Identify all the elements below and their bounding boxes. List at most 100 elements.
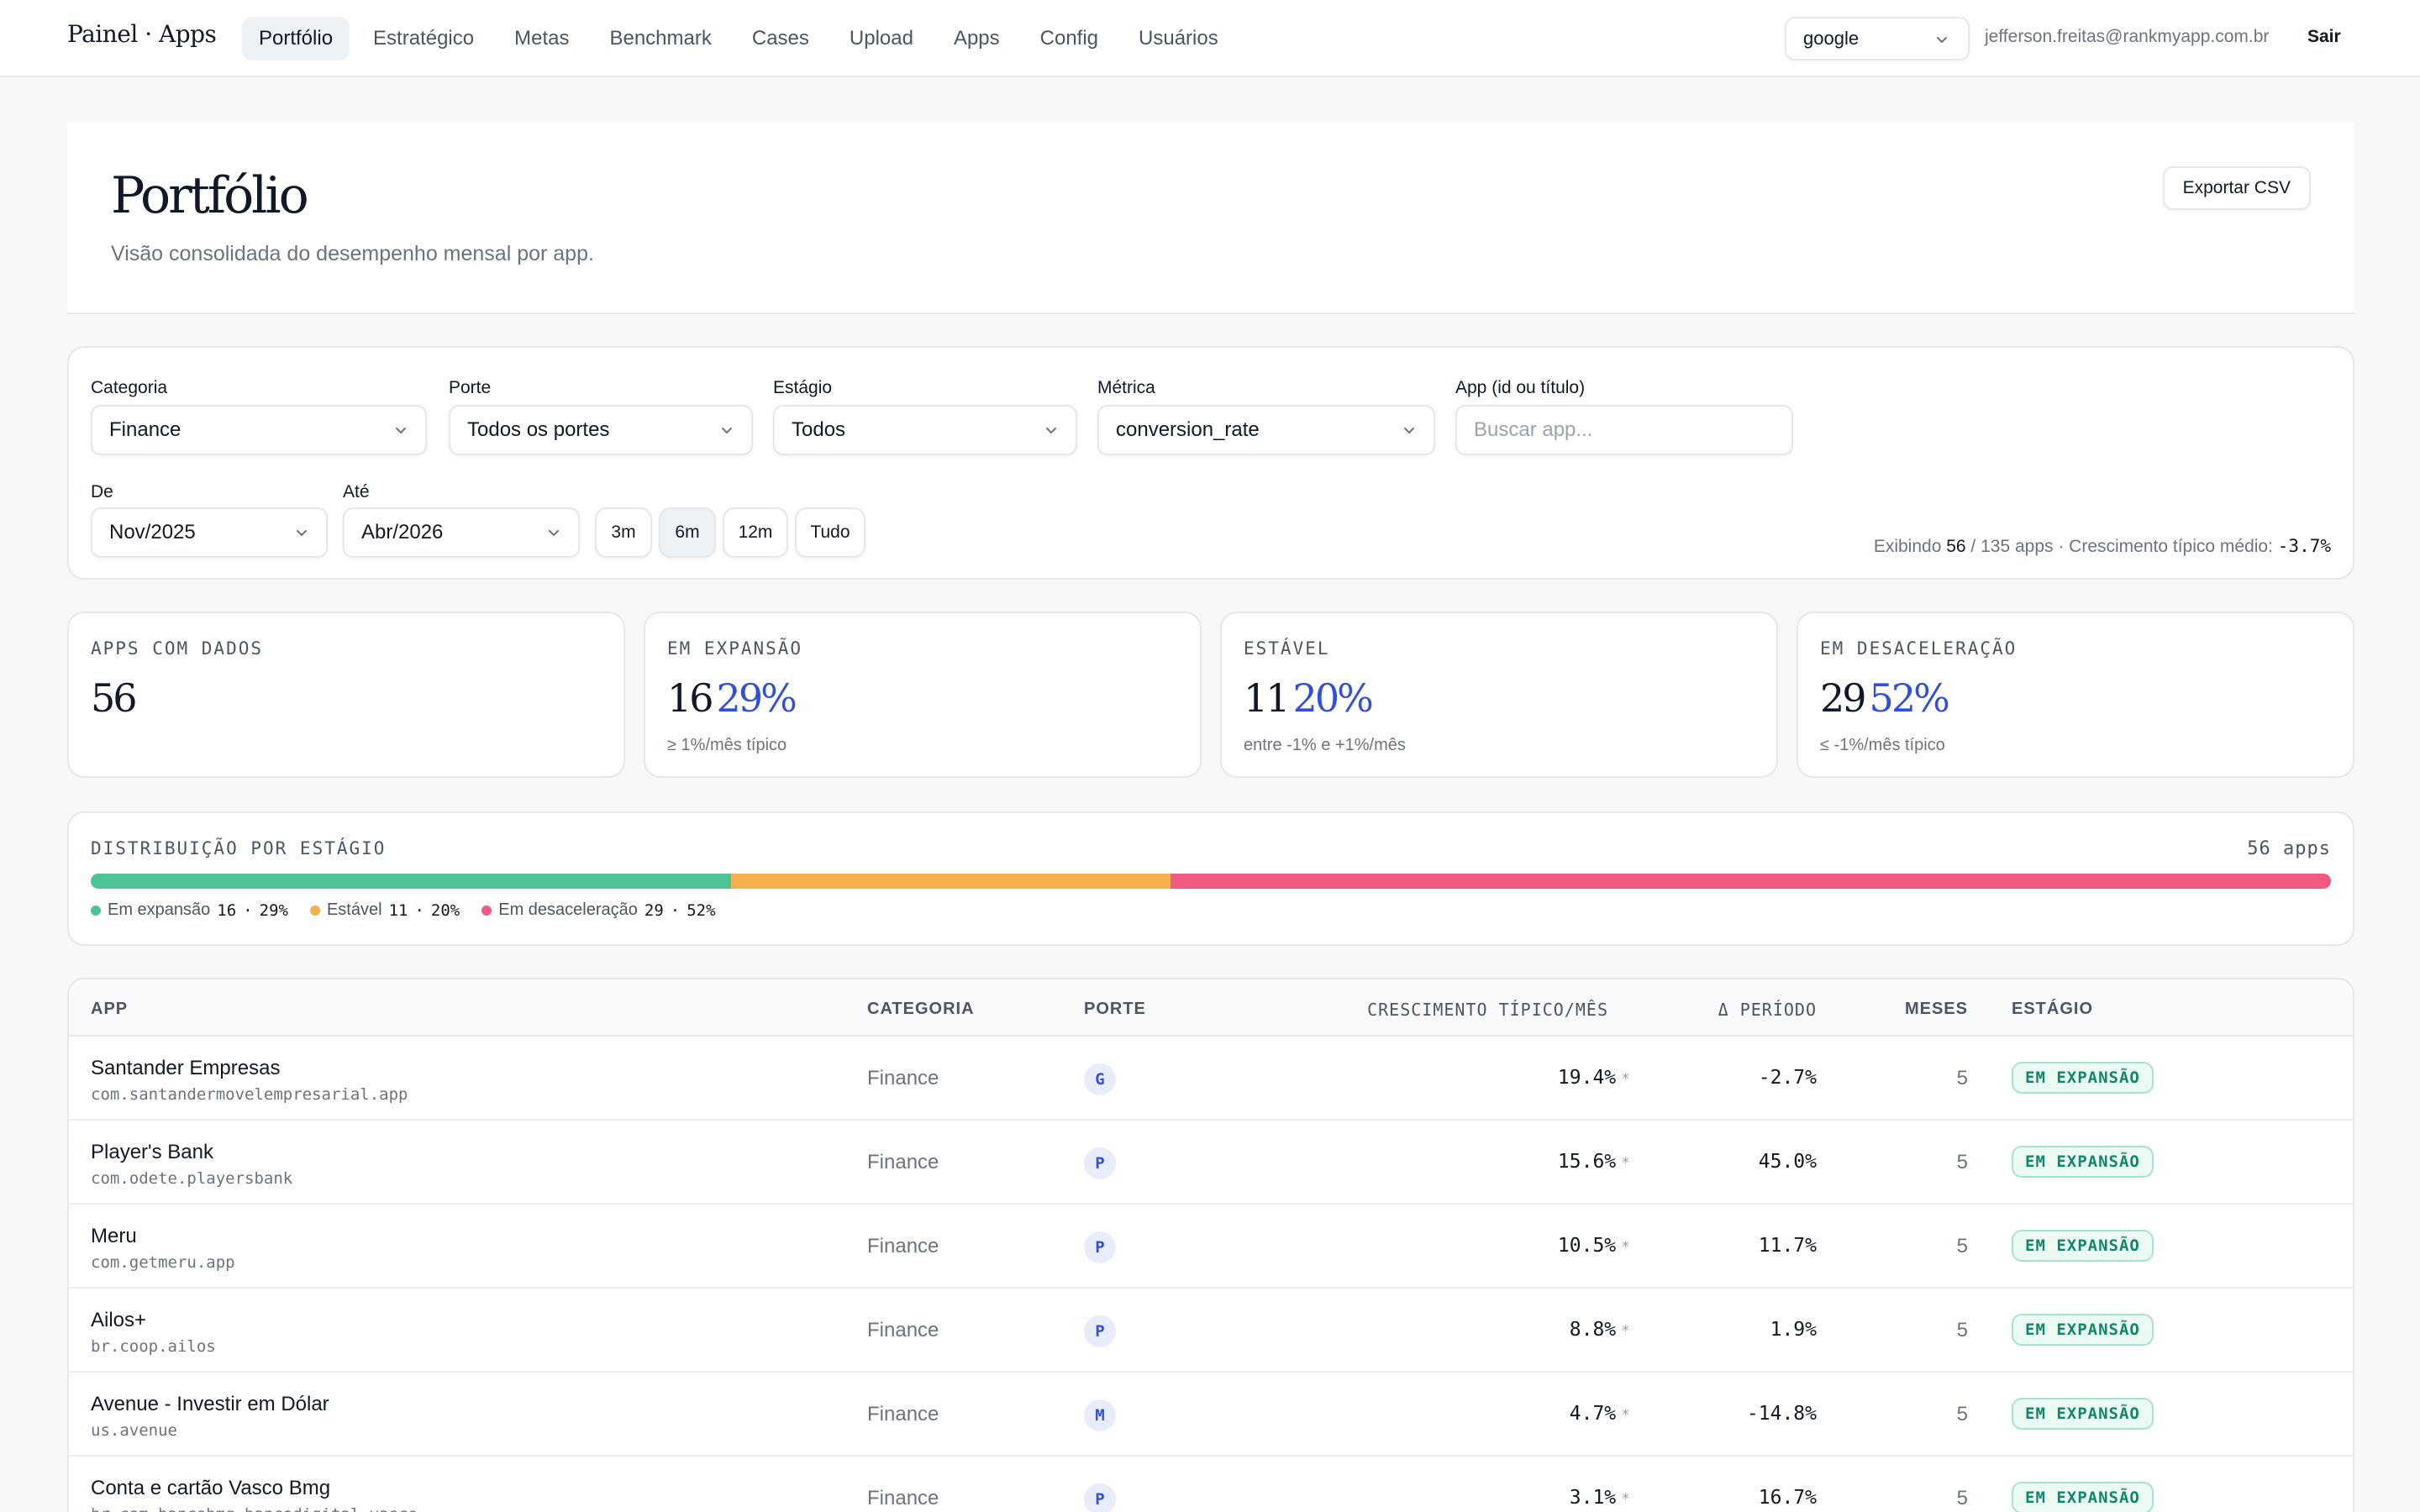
chevron-down-icon	[722, 428, 732, 433]
summary-prefix: Exibindo	[1873, 537, 1942, 556]
growth-value: 3.1% *	[1570, 1487, 1630, 1509]
tab-benchmark[interactable]: Benchmark	[609, 27, 712, 50]
from-select[interactable]: Nov/2025	[91, 507, 328, 558]
stat-title: APPS COM DADOS	[91, 638, 264, 659]
range-3m-button[interactable]: 3m	[595, 507, 652, 558]
stat-title: ESTÁVEL	[1244, 638, 1330, 659]
legend-dot	[481, 905, 492, 916]
legend-count: 16	[217, 900, 237, 920]
stat-value: 29 52%	[1820, 675, 1950, 721]
app-name[interactable]: Avenue - Investir em Dólar	[91, 1393, 329, 1415]
legend-pct: 29%	[259, 900, 288, 920]
stage-distribution: DISTRIBUIÇÃO POR ESTÁGIO 56 apps Em expa…	[67, 811, 2354, 946]
legend-label: Em desaceleração	[498, 900, 638, 919]
app-name[interactable]: Ailos+	[91, 1309, 147, 1331]
size-badge: M	[1084, 1399, 1116, 1431]
col-growth[interactable]: CRESCIMENTO TÍPICO/MÊS	[1367, 1000, 1608, 1020]
page-header: Portfólio Visão consolidada do desempenh…	[67, 123, 2354, 314]
stat-title: EM EXPANSÃO	[667, 638, 803, 659]
table-header: APP CATEGORIA PORTE CRESCIMENTO TÍPICO/M…	[69, 979, 2353, 1037]
nav-tabs: Portfólio Estratégico Metas Benchmark Ca…	[242, 17, 1235, 60]
stat-title: EM DESACELERAÇÃO	[1820, 638, 2018, 659]
tab-estrategico[interactable]: Estratégico	[373, 27, 475, 50]
delta-value: 1.9%	[1770, 1319, 1817, 1341]
tab-upload[interactable]: Upload	[849, 27, 913, 50]
size-label: Porte	[449, 378, 492, 397]
logout-button[interactable]: Sair	[2307, 27, 2341, 46]
stat-value: 16 29%	[667, 675, 797, 721]
delta-value: -14.8%	[1746, 1403, 1817, 1425]
col-months[interactable]: MESES	[1904, 1000, 1968, 1018]
export-csv-button[interactable]: Exportar CSV	[2162, 166, 2311, 210]
app-name[interactable]: Santander Empresas	[91, 1057, 281, 1079]
growth-value: 10.5% *	[1558, 1235, 1630, 1257]
stat-count: 56	[91, 675, 138, 721]
tab-config[interactable]: Config	[1039, 27, 1099, 50]
table-row[interactable]: Santander Empresas com.santandermovelemp…	[69, 1037, 2353, 1121]
category-value: Finance	[109, 418, 182, 441]
to-select[interactable]: Abr/2026	[343, 507, 580, 558]
table-row[interactable]: Meru com.getmeru.app Finance P 10.5% * 11…	[69, 1205, 2353, 1289]
table-row[interactable]: Conta e cartão Vasco Bmg br.com.bancobmg…	[69, 1457, 2353, 1512]
months-value: 5	[1956, 1403, 1968, 1425]
range-all-button[interactable]: Tudo	[795, 507, 865, 558]
tab-usuarios[interactable]: Usuários	[1139, 27, 1218, 50]
brand-logo[interactable]: Painel · Apps	[67, 20, 217, 48]
col-delta[interactable]: Δ PERÍODO	[1718, 1000, 1817, 1020]
bar-segment-deceleration	[1171, 874, 2331, 889]
app-name[interactable]: Conta e cartão Vasco Bmg	[91, 1477, 331, 1499]
metric-value: conversion_rate	[1116, 418, 1260, 441]
app-id: us.avenue	[91, 1421, 177, 1440]
category-select[interactable]: Finance	[91, 405, 427, 455]
app-category: Finance	[867, 1151, 939, 1173]
to-value: Abr/2026	[361, 521, 444, 543]
table-row[interactable]: Avenue - Investir em Dólar us.avenue Fin…	[69, 1373, 2353, 1457]
app-category: Finance	[867, 1235, 939, 1257]
tab-portfolio[interactable]: Portfólio	[242, 17, 350, 60]
apps-table: APP CATEGORIA PORTE CRESCIMENTO TÍPICO/M…	[67, 978, 2354, 1512]
months-value: 5	[1956, 1319, 1968, 1341]
size-select[interactable]: Todos os portes	[449, 405, 753, 455]
page-title: Portfólio	[111, 166, 309, 225]
tab-apps[interactable]: Apps	[953, 27, 1000, 50]
growth-marker: *	[1621, 1238, 1630, 1256]
col-stage[interactable]: ESTÁGIO	[2012, 1000, 2094, 1018]
col-size[interactable]: PORTE	[1084, 1000, 1146, 1018]
stage-select[interactable]: Todos	[773, 405, 1077, 455]
col-category[interactable]: CATEGORIA	[867, 1000, 975, 1018]
legend-label: Estável	[326, 900, 382, 919]
metric-select[interactable]: conversion_rate	[1097, 405, 1435, 455]
growth-value: 15.6% *	[1558, 1151, 1630, 1173]
legend-pct: 20%	[430, 900, 460, 920]
size-badge: P	[1084, 1315, 1116, 1347]
size-badge: G	[1084, 1063, 1116, 1095]
bar-segment-expansion	[91, 874, 731, 889]
app-name[interactable]: Meru	[91, 1225, 137, 1247]
tab-cases[interactable]: Cases	[751, 27, 809, 50]
table-row[interactable]: Ailos+ br.coop.ailos Finance P 8.8% * 1.9…	[69, 1289, 2353, 1373]
app-category: Finance	[867, 1319, 939, 1341]
stat-percent: 20%	[1292, 675, 1374, 721]
chevron-down-icon	[297, 530, 307, 536]
legend-label: Em expansão	[108, 900, 211, 919]
months-value: 5	[1956, 1151, 1968, 1173]
app-id: com.odete.playersbank	[91, 1169, 293, 1188]
months-value: 5	[1956, 1235, 1968, 1257]
growth-value: 8.8% *	[1570, 1319, 1630, 1341]
distribution-bar	[91, 874, 2331, 889]
distribution-title: DISTRIBUIÇÃO POR ESTÁGIO	[91, 838, 387, 858]
provider-select[interactable]: google	[1785, 17, 1970, 60]
range-12m-button[interactable]: 12m	[723, 507, 788, 558]
growth-value: 4.7% *	[1570, 1403, 1630, 1425]
range-6m-button[interactable]: 6m	[659, 507, 716, 558]
table-row[interactable]: Player's Bank com.odete.playersbank Fina…	[69, 1121, 2353, 1205]
tab-metas[interactable]: Metas	[514, 27, 570, 50]
legend-sep: ·	[670, 900, 681, 920]
app-name[interactable]: Player's Bank	[91, 1141, 213, 1163]
legend-count: 11	[388, 900, 408, 920]
app-category: Finance	[867, 1067, 939, 1089]
app-search-input[interactable]: Buscar app...	[1455, 405, 1793, 455]
col-app[interactable]: APP	[91, 1000, 129, 1018]
from-label: De	[91, 482, 113, 501]
stage-badge: EM EXPANSÃO	[2012, 1146, 2154, 1178]
